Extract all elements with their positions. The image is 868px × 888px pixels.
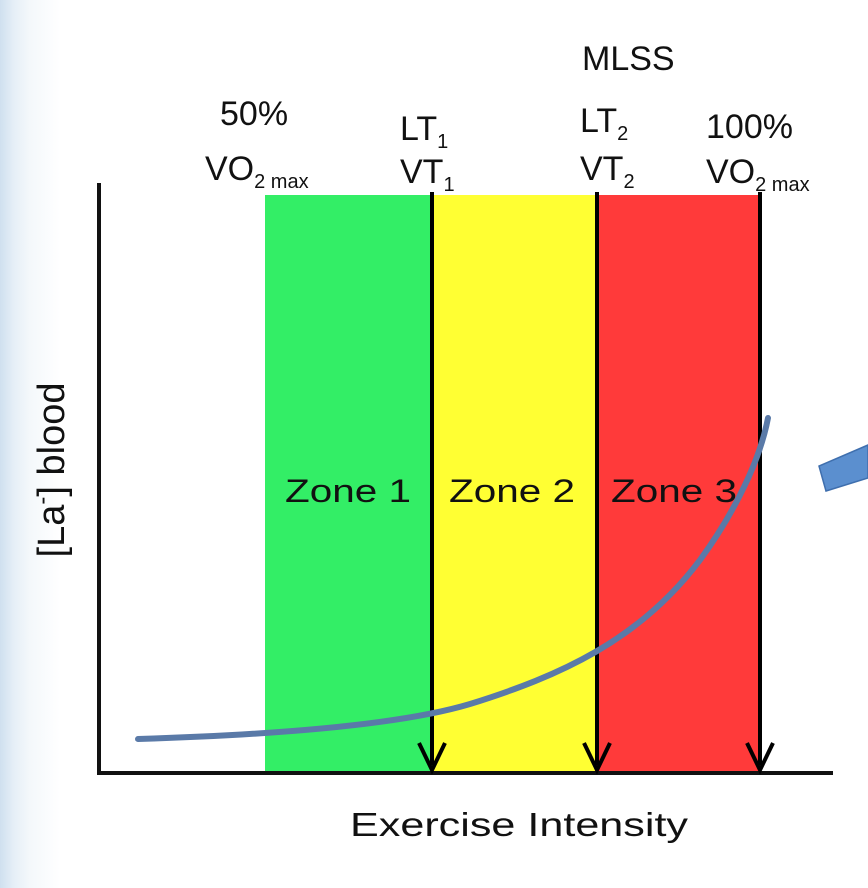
x-axis-label: Exercise Intensity [350,806,689,843]
mlss-label: MLSS [582,40,675,78]
vo2-50-label: VO2 max [205,150,309,193]
zone-1-label: Zone 1 [285,473,411,509]
lt2-label: LT2 [580,102,628,145]
vo2-100-label: VO2 max [706,153,810,196]
pointer-arrow-shape [818,444,868,492]
lt1-threshold-arrow [417,192,447,775]
zone-1-band [265,195,432,773]
lt2-threshold-arrow [582,192,612,775]
lactate-curve [135,415,771,742]
zone-2-band [432,195,595,773]
vo2max-threshold-arrow [745,192,775,775]
lt1-label: LT1 [400,110,448,153]
vt1-label: VT1 [400,153,455,196]
vt2-label: VT2 [580,150,635,193]
zone-3-label: Zone 3 [611,473,737,509]
vo2-50-percent-label: 50% [220,95,288,133]
zone-3-band [595,195,760,773]
y-axis-label: [La-] blood [29,383,73,558]
vo2-100-percent-label: 100% [706,108,793,146]
zone-2-label: Zone 2 [449,473,575,509]
